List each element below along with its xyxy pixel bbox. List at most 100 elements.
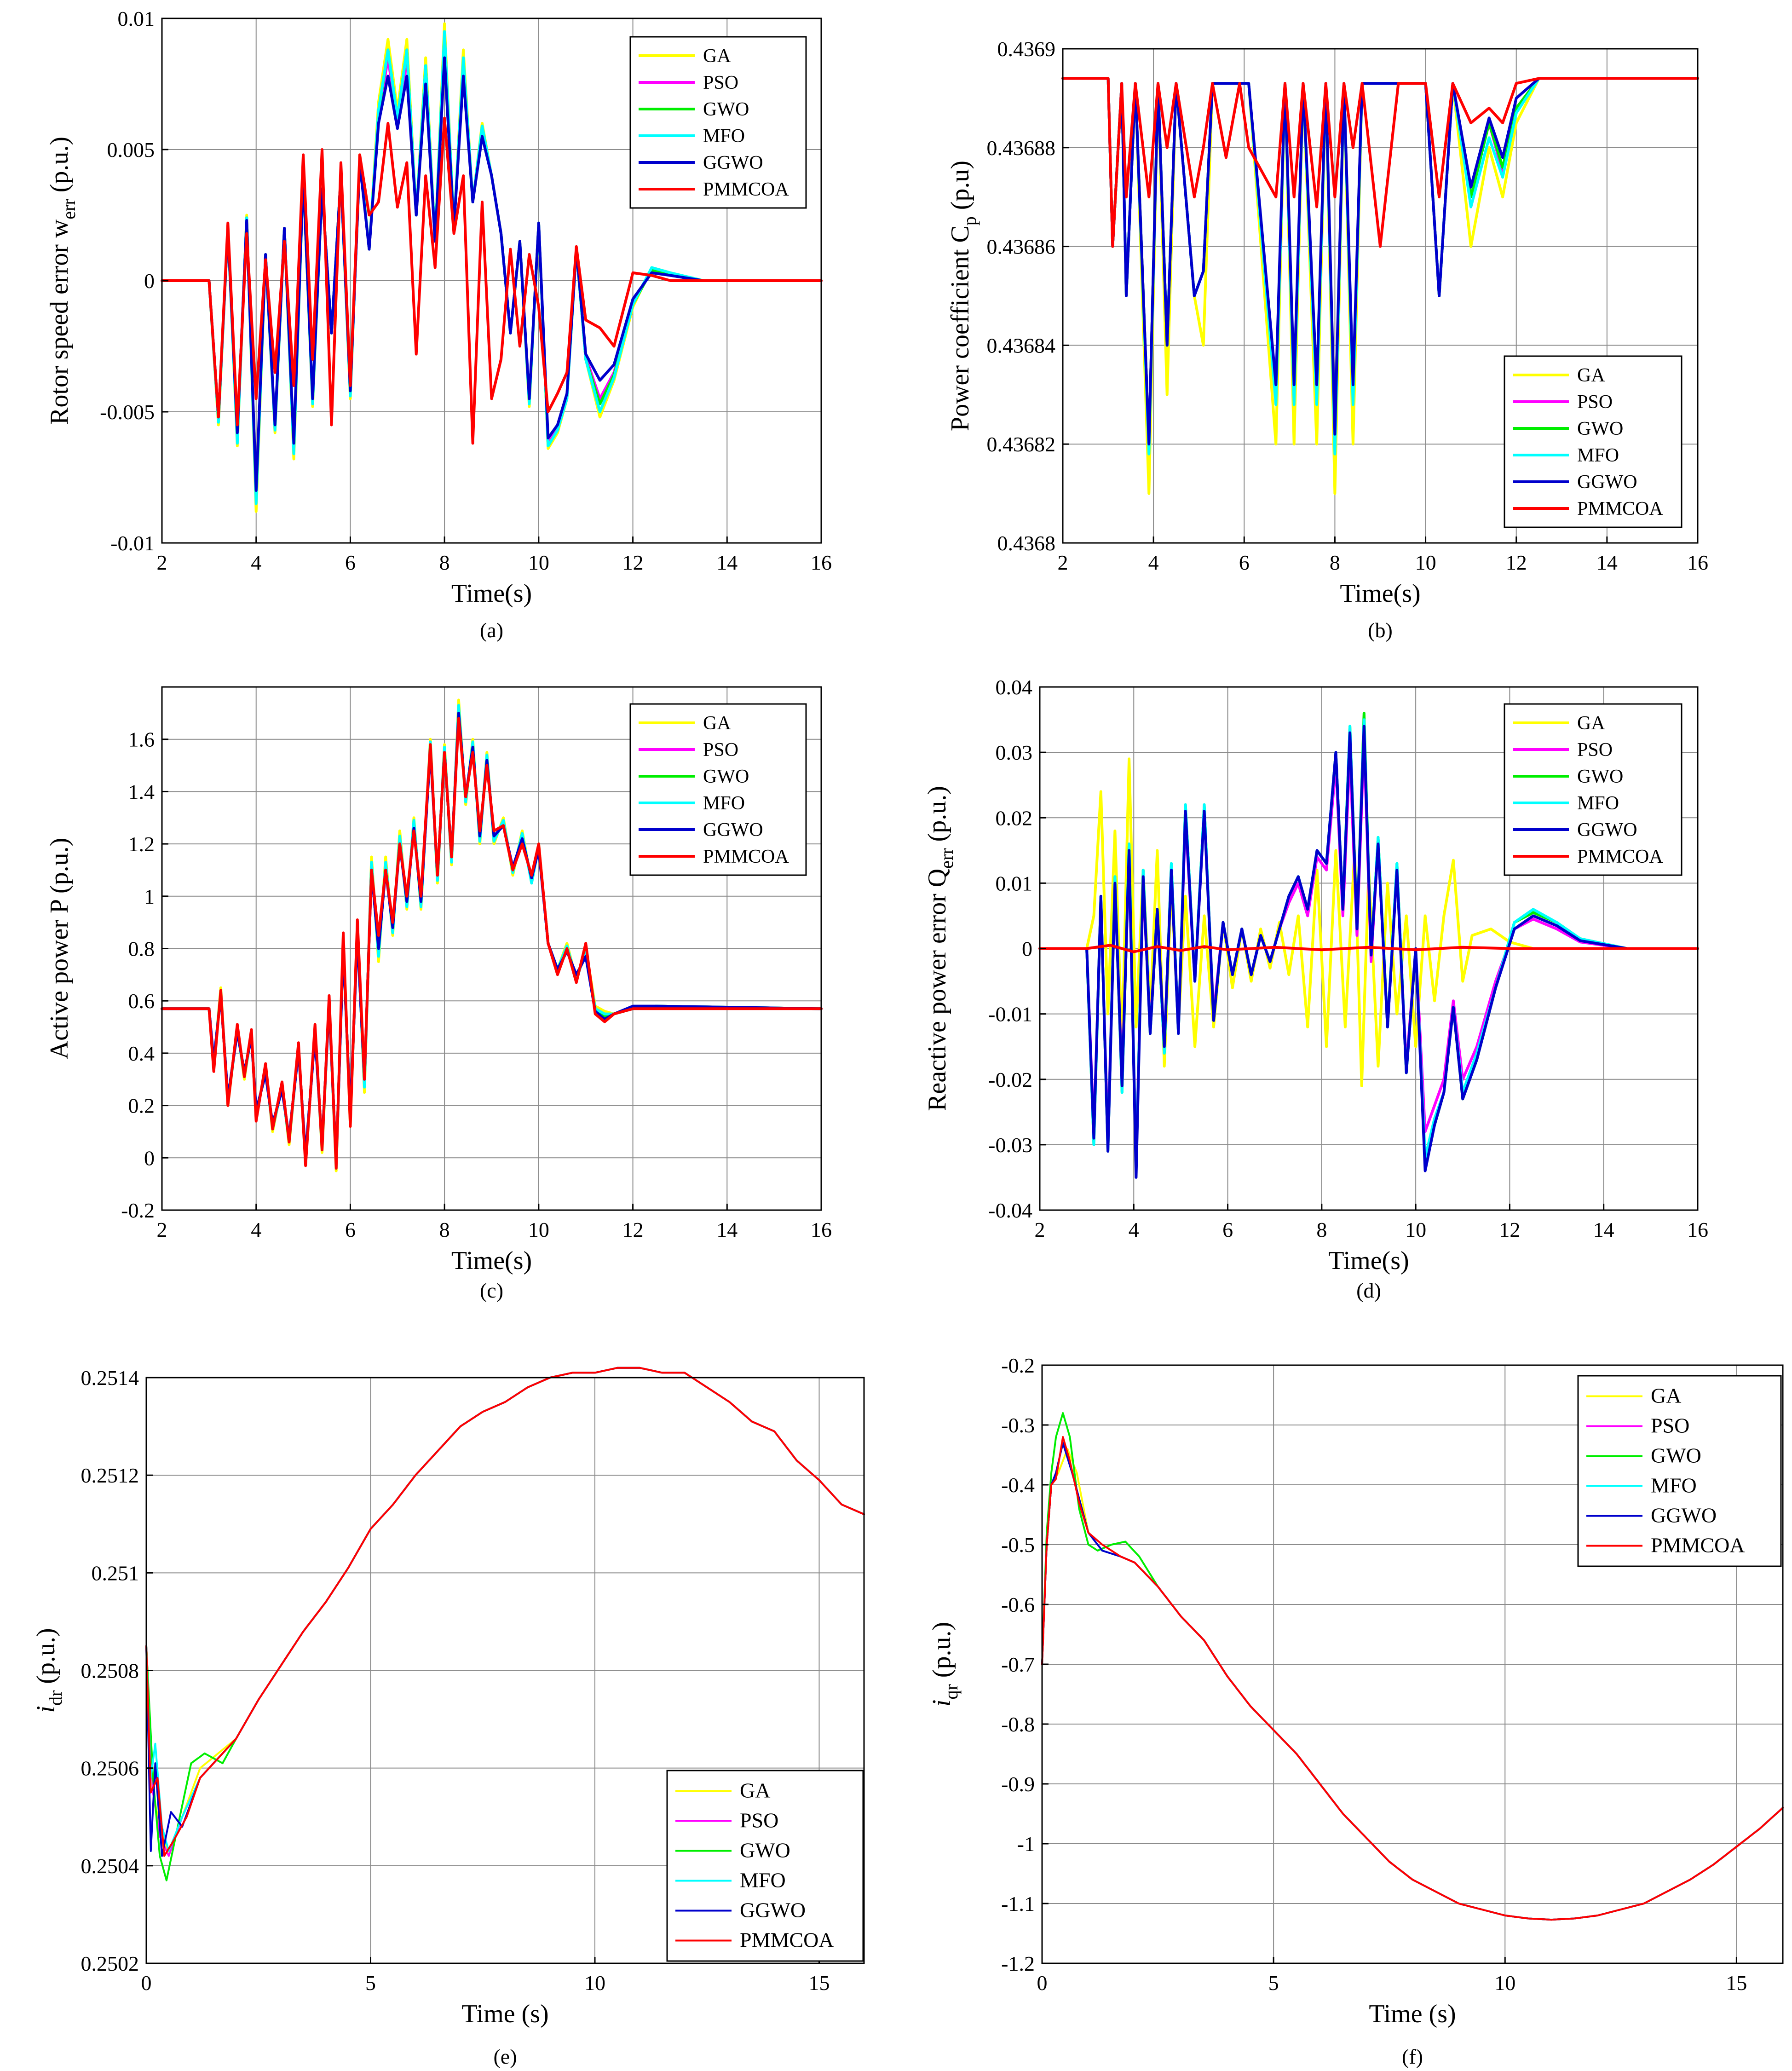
x-axis-label: Time (s) — [1369, 2000, 1456, 2028]
panel-caption: (e) — [493, 2045, 517, 2068]
legend-label-mfo: MFO — [1651, 1474, 1697, 1497]
legend-label-ga: GA — [1577, 713, 1605, 734]
chart-panel-5: 0 5 10 15 0.2502 0.2504 0.2506 0.2508 0.251 0.251… — [32, 1366, 865, 2068]
x-axis-label: Time (s) — [461, 2000, 548, 2028]
y-tick-label: 0 — [144, 269, 155, 293]
y-axis-label-main: Active power P — [45, 900, 74, 1059]
x-axis-label: Time(s) — [451, 579, 532, 608]
x-tick-label: 8 — [439, 1218, 450, 1241]
y-tick-label: 0.2514 — [81, 1366, 139, 1390]
x-tick-label: 12 — [622, 1218, 644, 1241]
y-tick-label: 0.43686 — [987, 235, 1056, 259]
chart-panel-1: 2 4 6 8 10 12 14 16 -0.01 -0.005 0 0.005 0.01 Time(s)… — [45, 7, 832, 642]
y-tick-label: 0.2504 — [81, 1854, 139, 1878]
x-tick-label: 6 — [1222, 1218, 1233, 1241]
chart-panel-3: 2 4 6 8 10 12 14 16 -0.2 0 0.2 0.4 0.6 0.8 1 1.2 1.4 1.6 T… — [45, 686, 832, 1302]
y-tick-label: 0 — [144, 1146, 155, 1170]
y-axis-label-main: Rotor speed error w — [45, 219, 74, 425]
legend-box — [1504, 703, 1683, 876]
legend-label-pso: PSO — [1577, 739, 1613, 761]
y-axis-label-unit: (p.u) — [946, 161, 974, 216]
y-tick-label: -0.01 — [988, 1003, 1032, 1026]
y-tick-label: -1 — [1017, 1832, 1035, 1856]
x-axis-label: Time(s) — [451, 1246, 532, 1275]
y-tick-label: 0.43684 — [987, 334, 1056, 357]
y-tick-label: 1.4 — [128, 780, 155, 803]
legend-label-ga: GA — [703, 713, 731, 734]
legend-label-ga: GA — [1651, 1384, 1681, 1408]
series-group — [161, 22, 823, 513]
y-axis-label-main: Power coefficient C — [946, 225, 974, 431]
series-line-ggwo — [1038, 725, 1699, 1179]
y-tick-label: 0.4368 — [997, 531, 1056, 555]
y-axis-label: idr (p.u.) — [32, 1628, 66, 1713]
x-tick-label: 4 — [251, 1218, 261, 1241]
y-tick-label: 0.2508 — [81, 1659, 139, 1683]
series-group — [1038, 711, 1699, 1179]
legend-label-ggwo: GGWO — [703, 819, 763, 841]
y-tick-label: 0.6 — [128, 989, 155, 1013]
chart-panel-4: 2 4 6 8 10 12 14 16 -0.04 -0.03 -0.02 -0.01 0 0.01 0.0… — [923, 675, 1708, 1302]
legend-label-pmmcoa: PMMCOA — [1651, 1534, 1745, 1557]
y-tick-label: -0.4 — [1001, 1473, 1035, 1497]
x-tick-label: 10 — [1415, 551, 1436, 574]
x-tick-label: 4 — [1129, 1218, 1139, 1241]
x-tick-label: 0 — [1037, 1971, 1048, 1995]
x-tick-label: 16 — [1687, 1218, 1708, 1241]
x-tick-label: 10 — [1494, 1971, 1515, 1995]
series-group — [161, 698, 823, 1172]
legend-label-mfo: MFO — [1577, 445, 1619, 466]
y-tick-label: -0.9 — [1001, 1772, 1035, 1796]
x-tick-label: 14 — [1596, 551, 1618, 574]
x-tick-label: 15 — [1726, 1971, 1747, 1995]
y-tick-label: 0.02 — [996, 806, 1033, 830]
y-tick-label: 1.6 — [128, 728, 155, 751]
y-tick-label: 0.2502 — [81, 1952, 139, 1975]
series-line-pmmcoa — [1061, 77, 1699, 248]
y-axis-label-subscript: dr — [45, 1690, 66, 1706]
y-tick-label: -0.2 — [1001, 1354, 1035, 1377]
series-group — [1041, 1412, 1784, 1921]
legend-label-pmmcoa: PMMCOA — [703, 846, 789, 867]
x-tick-label: 16 — [811, 1218, 832, 1241]
y-axis-label: Rotor speed error werr (p.u.) — [45, 137, 79, 425]
x-tick-label: 10 — [528, 1218, 549, 1241]
legend-label-gwo: GWO — [1651, 1444, 1701, 1467]
y-tick-label: 0.04 — [996, 675, 1033, 699]
y-tick-label: 0.251 — [92, 1561, 139, 1585]
series-line-pmmcoa — [1041, 1436, 1784, 1921]
legend: GA PSO GWO MFO GGWO PMMCOA — [1504, 703, 1683, 876]
legend: GA PSO GWO MFO GGWO PMMCOA — [629, 703, 807, 876]
y-axis-label: Active power P (p.u.) — [45, 838, 74, 1060]
y-axis-label-main: Reactive power error Q — [923, 869, 951, 1111]
y-axis-label-unit: (p.u.) — [45, 838, 74, 900]
y-axis-label-main: i — [928, 1700, 956, 1707]
x-tick-label: 16 — [811, 551, 832, 574]
legend-label-mfo: MFO — [1577, 793, 1619, 814]
series-line-pmmcoa — [161, 116, 823, 445]
legend-label-pso: PSO — [740, 1809, 778, 1832]
x-tick-label: 10 — [584, 1971, 605, 1995]
series-line-pmmcoa — [1038, 944, 1699, 953]
x-tick-label: 12 — [1499, 1218, 1520, 1241]
y-axis-label: Reactive power error Qerr (p.u.) — [923, 786, 957, 1111]
series-line-pmmcoa — [161, 717, 823, 1170]
y-axis-label-main: i — [32, 1706, 60, 1713]
legend-box — [1504, 355, 1683, 528]
y-tick-label: -0.02 — [988, 1068, 1032, 1091]
y-tick-label: 0.2512 — [81, 1464, 139, 1487]
x-tick-label: 4 — [1148, 551, 1159, 574]
y-tick-label: 0 — [1022, 937, 1032, 961]
y-axis-label-unit: (p.u.) — [45, 137, 74, 199]
legend-label-mfo: MFO — [740, 1869, 786, 1892]
legend: GA PSO GWO MFO GGWO PMMCOA — [666, 1770, 864, 1962]
legend-label-ggwo: GGWO — [1577, 472, 1637, 493]
legend-label-pso: PSO — [1651, 1414, 1689, 1437]
y-tick-label: -0.8 — [1001, 1713, 1035, 1736]
legend-label-pso: PSO — [1577, 392, 1613, 413]
legend: GA PSO GWO MFO GGWO PMMCOA — [629, 36, 807, 209]
x-tick-label: 12 — [622, 551, 644, 574]
y-tick-label: 0.4 — [128, 1042, 155, 1065]
series-group — [145, 1367, 865, 1881]
x-tick-label: 10 — [1405, 1218, 1426, 1241]
